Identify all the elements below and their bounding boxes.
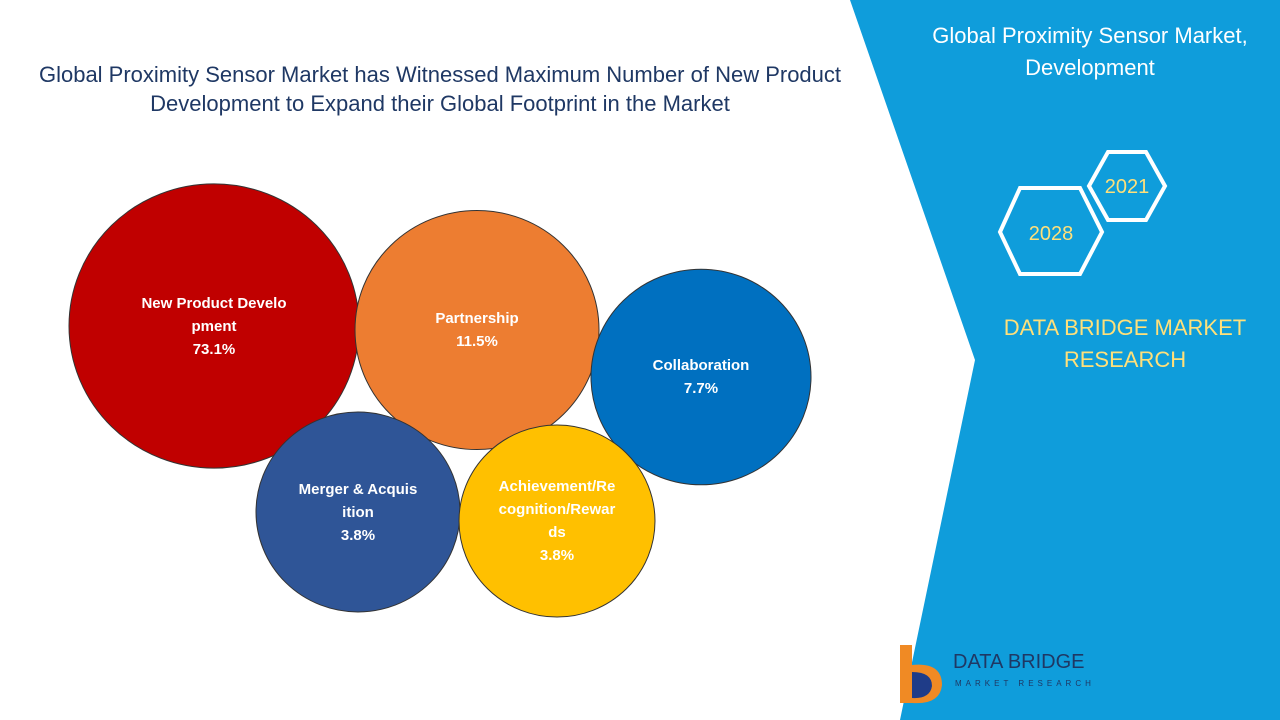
category-label: Collaboration xyxy=(652,357,750,374)
bubble-label: New Product Development 73.1% xyxy=(139,181,289,471)
bubble-label: Collaboration 7.7% xyxy=(631,267,771,487)
year: 2028 xyxy=(1029,223,1074,245)
value-label: 3.8% xyxy=(539,547,575,564)
brand: DATA BRIDGE MARKET RESEARCH xyxy=(1003,315,1247,372)
logo-icon xyxy=(912,672,932,699)
bubble xyxy=(354,209,600,451)
bubble xyxy=(590,268,812,486)
bubble-label: Merger & Acquisition 3.8% xyxy=(298,410,418,614)
bubble-label: Achievement/Recognition/Rewards 3.8% xyxy=(495,423,620,619)
value-label: 7.7% xyxy=(683,380,719,397)
side-panel-bg xyxy=(850,0,1280,720)
logo-tagline: MARKET RESEARCH xyxy=(955,679,1095,688)
value-label: 3.8% xyxy=(340,526,376,544)
bubble-label: Partnership 11.5% xyxy=(412,208,542,452)
category-label: New Product Development xyxy=(141,294,287,335)
hexagon xyxy=(997,186,1105,276)
category-label: Merger & Acquisition xyxy=(298,480,418,521)
bubble xyxy=(458,424,656,618)
logo-name: DATA BRIDGE xyxy=(953,651,1085,673)
category-label: Partnership xyxy=(435,310,519,327)
value-label: 11.5% xyxy=(456,333,498,350)
chart-title: Global Proximity Sensor Market has Witne… xyxy=(38,62,842,116)
category-label: Achievement/Recognition/Rewards xyxy=(498,478,616,541)
value-label: 73.1% xyxy=(192,340,236,358)
side-title: Global Proximity Sensor Market, Developm… xyxy=(932,23,1248,80)
hexagon xyxy=(1086,150,1168,222)
year: 2021 xyxy=(1105,176,1150,198)
